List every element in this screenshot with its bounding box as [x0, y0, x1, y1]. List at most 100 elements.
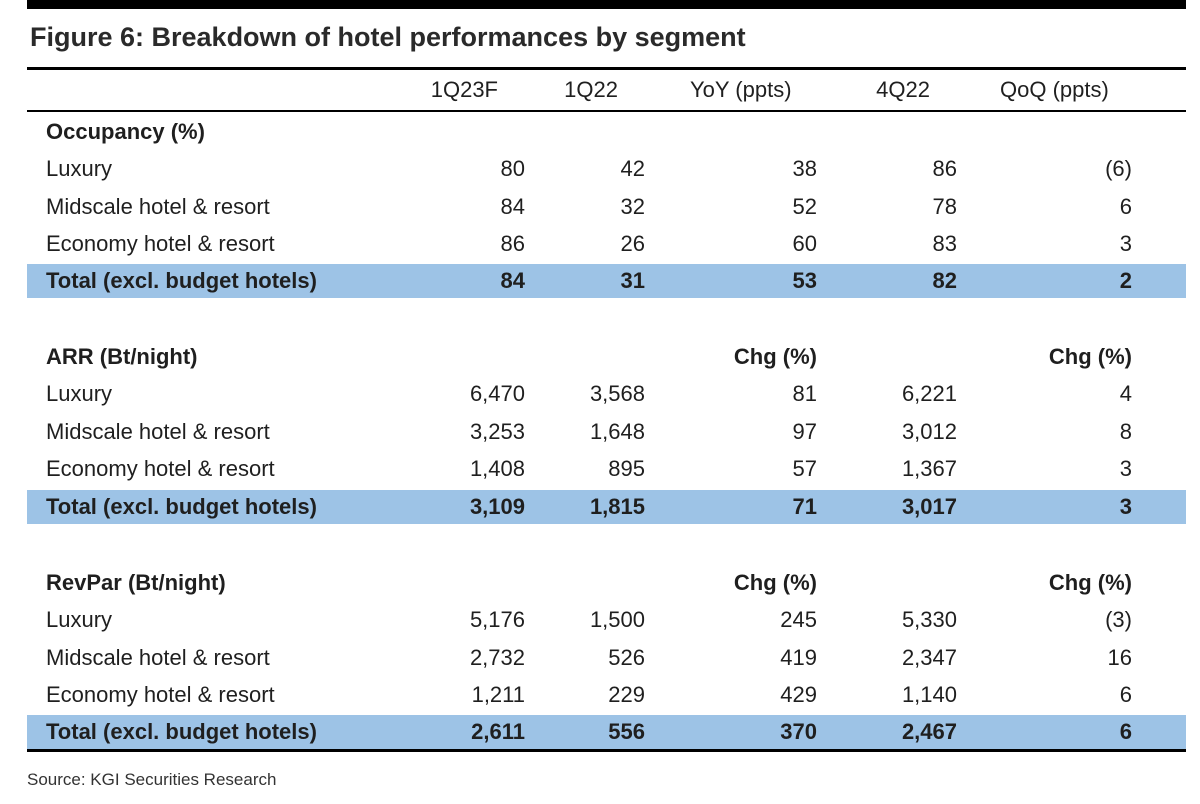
row-label: Luxury: [46, 156, 113, 181]
cell-yoy: 57: [792, 456, 817, 481]
cell-1q22: 42: [620, 156, 645, 181]
chg-label-qoq: Chg (%): [1048, 570, 1132, 595]
table-row: Economy hotel & resort 86 26 60 83 3: [27, 227, 1186, 261]
total-row: Total (excl. budget hotels) 3,109 1,815 …: [27, 490, 1186, 524]
cell-1q22: 1,500: [589, 607, 645, 632]
row-label: Luxury: [46, 607, 113, 632]
cell-yoy: 38: [792, 156, 817, 181]
cell-qoq: 2: [1119, 268, 1132, 293]
cell-1q22: 895: [608, 456, 645, 481]
cell-1q23f: 1,408: [469, 456, 525, 481]
cell-yoy: 53: [792, 268, 817, 293]
column-header-4q22: 4Q22: [876, 77, 930, 102]
section-heading-row: Occupancy (%): [27, 115, 1186, 149]
cell-4q22: 3,012: [901, 419, 957, 444]
source-note: Source: KGI Securities Research: [27, 770, 277, 789]
table-row: Luxury 5,176 1,500 245 5,330 (3): [27, 603, 1186, 637]
row-label: Economy hotel & resort: [46, 231, 275, 256]
table-row: Luxury 6,470 3,568 81 6,221 4: [27, 377, 1186, 411]
cell-4q22: 3,017: [901, 494, 957, 519]
row-label: Luxury: [46, 381, 113, 406]
table-row: Midscale hotel & resort 84 32 52 78 6: [27, 190, 1186, 224]
cell-1q23f: 2,611: [471, 719, 525, 744]
chg-label-qoq: Chg (%): [1048, 344, 1132, 369]
column-header-1q23f: 1Q23F: [430, 77, 498, 102]
cell-1q22: 32: [620, 194, 645, 219]
cell-qoq: (3): [1105, 607, 1132, 632]
chg-label-yoy: Chg (%): [733, 570, 817, 595]
column-header-qoq: QoQ (ppts): [1000, 77, 1109, 102]
cell-4q22: 2,467: [901, 719, 957, 744]
cell-1q23f: 84: [500, 194, 525, 219]
cell-4q22: 78: [932, 194, 957, 219]
table-row: Luxury 80 42 38 86 (6): [27, 152, 1186, 186]
bottom-rule: [27, 749, 1186, 752]
section-heading: RevPar (Bt/night): [46, 570, 226, 595]
section-heading: ARR (Bt/night): [46, 344, 198, 369]
cell-1q23f: 84: [500, 268, 525, 293]
cell-1q23f: 6,470: [469, 381, 525, 406]
cell-4q22: 6,221: [901, 381, 957, 406]
cell-yoy: 370: [780, 719, 817, 744]
cell-1q22: 526: [608, 645, 645, 670]
cell-qoq: 6: [1119, 682, 1132, 707]
cell-4q22: 2,347: [901, 645, 957, 670]
total-label: Total (excl. budget hotels): [46, 719, 317, 744]
cell-yoy: 429: [780, 682, 817, 707]
cell-4q22: 1,140: [901, 682, 957, 707]
total-row: Total (excl. budget hotels) 84 31 53 82 …: [27, 264, 1186, 298]
cell-yoy: 81: [792, 381, 817, 406]
cell-1q23f: 5,176: [469, 607, 525, 632]
cell-qoq: 16: [1107, 645, 1132, 670]
cell-1q22: 1,815: [589, 494, 645, 519]
total-label: Total (excl. budget hotels): [46, 268, 317, 293]
cell-4q22: 5,330: [901, 607, 957, 632]
cell-1q22: 31: [620, 268, 645, 293]
cell-1q23f: 3,253: [469, 419, 525, 444]
cell-1q22: 3,568: [589, 381, 645, 406]
total-row: Total (excl. budget hotels) 2,611 556 37…: [27, 715, 1186, 749]
cell-yoy: 245: [780, 607, 817, 632]
column-header-yoy: YoY (ppts): [690, 77, 792, 102]
cell-qoq: 8: [1119, 419, 1132, 444]
row-label: Midscale hotel & resort: [46, 645, 270, 670]
table-row: Economy hotel & resort 1,211 229 429 1,1…: [27, 678, 1186, 712]
table-row: Midscale hotel & resort 2,732 526 419 2,…: [27, 641, 1186, 675]
section-heading-row: RevPar (Bt/night) Chg (%) Chg (%): [27, 566, 1186, 600]
section-heading: Occupancy (%): [46, 119, 205, 144]
title-rule: [27, 67, 1186, 70]
chg-label-qoq: [1027, 115, 1132, 149]
cell-1q22: 556: [608, 719, 645, 744]
cell-qoq: (6): [1105, 156, 1132, 181]
row-label: Midscale hotel & resort: [46, 194, 270, 219]
cell-yoy: 60: [792, 231, 817, 256]
cell-qoq: 3: [1119, 494, 1132, 519]
cell-yoy: 52: [792, 194, 817, 219]
cell-1q22: 229: [608, 682, 645, 707]
row-label: Economy hotel & resort: [46, 456, 275, 481]
table-row: Economy hotel & resort 1,408 895 57 1,36…: [27, 452, 1186, 486]
cell-1q23f: 1,211: [471, 682, 525, 707]
top-border: [27, 0, 1186, 9]
chg-label-yoy: [717, 115, 817, 149]
cell-yoy: 97: [792, 419, 817, 444]
cell-1q23f: 86: [500, 231, 525, 256]
cell-qoq: 4: [1119, 381, 1132, 406]
chg-label-yoy: Chg (%): [733, 344, 817, 369]
cell-qoq: 6: [1119, 194, 1132, 219]
row-label: Economy hotel & resort: [46, 682, 275, 707]
cell-qoq: 3: [1119, 231, 1132, 256]
cell-yoy: 71: [792, 494, 817, 519]
cell-1q22: 1,648: [589, 419, 645, 444]
cell-1q22: 26: [620, 231, 645, 256]
cell-1q23f: 2,732: [469, 645, 525, 670]
cell-1q23f: 3,109: [469, 494, 525, 519]
section-heading-row: ARR (Bt/night) Chg (%) Chg (%): [27, 340, 1186, 374]
cell-qoq: 6: [1119, 719, 1132, 744]
cell-4q22: 83: [932, 231, 957, 256]
cell-1q23f: 80: [500, 156, 525, 181]
figure-title: Figure 6: Breakdown of hotel performance…: [30, 22, 746, 52]
cell-4q22: 1,367: [901, 456, 957, 481]
cell-4q22: 82: [932, 268, 957, 293]
header-rule: [27, 110, 1186, 112]
